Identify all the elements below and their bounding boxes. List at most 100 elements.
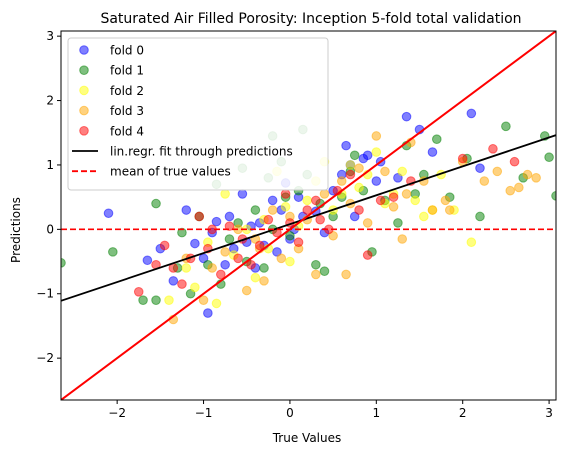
fold-2-point bbox=[181, 263, 192, 273]
fold-0-point bbox=[393, 173, 403, 183]
x-axis: −2 −1 0 1 2 3 bbox=[108, 400, 553, 420]
fold-0-point bbox=[103, 208, 114, 219]
y-axis-label: Predictions bbox=[9, 197, 23, 263]
fold-0-point bbox=[362, 150, 373, 161]
fold-1-point bbox=[138, 295, 148, 305]
legend-box bbox=[67, 37, 329, 191]
fold-2-point bbox=[354, 182, 364, 193]
fold-4-point bbox=[509, 156, 520, 167]
fold-1-point bbox=[501, 121, 511, 132]
fold-2-point bbox=[302, 195, 313, 206]
fold-0-point bbox=[427, 147, 438, 157]
fold-4-point bbox=[246, 259, 256, 270]
fold-2-point bbox=[371, 147, 382, 157]
legend: fold 0 fold 1 fold 2 fold 3 fold 4 lin.regr. … bbox=[67, 37, 329, 191]
x-tick-label: 3 bbox=[545, 406, 553, 420]
fold-3-point bbox=[371, 131, 382, 141]
fold-0-point bbox=[220, 259, 230, 270]
fold-3-point bbox=[220, 247, 230, 257]
x-tick-label: 0 bbox=[286, 406, 294, 420]
fold-3-point bbox=[341, 269, 351, 280]
fold-0-point bbox=[371, 176, 382, 186]
fold-4-point bbox=[375, 195, 386, 206]
y-tick-label: 2 bbox=[46, 94, 54, 108]
identity-line bbox=[61, 31, 556, 400]
fold-3-point bbox=[440, 195, 451, 206]
fold-1-point bbox=[544, 152, 554, 163]
fold-3-point bbox=[505, 185, 516, 196]
fold-4-point bbox=[293, 237, 304, 248]
legend-label: fold 3 bbox=[110, 104, 144, 118]
fold-0-point bbox=[349, 211, 360, 222]
fold-2-point bbox=[285, 256, 295, 267]
fold-1-point bbox=[319, 266, 330, 277]
fold-4-point bbox=[457, 153, 468, 164]
fold-1-point bbox=[224, 234, 235, 244]
fold-3-point bbox=[492, 166, 503, 177]
fold-0-point bbox=[341, 140, 351, 151]
fold-4-point bbox=[254, 240, 265, 251]
x-axis-label: True Values bbox=[272, 431, 342, 445]
fold-4-point bbox=[345, 169, 356, 180]
fold-4-point bbox=[315, 214, 325, 225]
fold-1-point bbox=[431, 134, 442, 144]
legend-label: fold 0 bbox=[110, 44, 144, 58]
fold-3-point bbox=[522, 169, 533, 180]
fold-4-point bbox=[488, 144, 498, 154]
fold-3-point bbox=[198, 295, 209, 305]
fold-1-point bbox=[177, 227, 187, 238]
y-tick-label: 0 bbox=[46, 222, 54, 236]
fold-1-point bbox=[349, 150, 360, 161]
fold-4-point bbox=[362, 250, 373, 260]
fold-0-point bbox=[237, 189, 248, 199]
fold-1-point bbox=[285, 230, 295, 241]
fold-0-point bbox=[401, 111, 412, 122]
fold-1-point bbox=[551, 191, 556, 201]
fold-0-point bbox=[181, 205, 192, 215]
fold-2-point bbox=[211, 298, 222, 309]
legend-label: fold 4 bbox=[110, 124, 144, 138]
fold-2-point bbox=[466, 237, 477, 248]
fold-1-point bbox=[393, 218, 403, 228]
fold-4-point bbox=[280, 189, 291, 199]
fold-4-point bbox=[133, 287, 144, 297]
y-tick-label: −1 bbox=[36, 287, 54, 301]
legend-label: fold 2 bbox=[110, 84, 144, 98]
fold-3-point bbox=[362, 218, 373, 228]
fold-2-point bbox=[419, 211, 429, 222]
x-tick-label: 1 bbox=[372, 406, 380, 420]
fold-1-point bbox=[151, 198, 161, 209]
fold-4-point bbox=[194, 211, 205, 222]
plot-area bbox=[61, 31, 556, 400]
fold-4-point bbox=[216, 269, 226, 280]
fold-3-point bbox=[276, 253, 287, 264]
fold-3-point bbox=[354, 163, 364, 173]
plot-frame bbox=[60, 30, 557, 401]
fold-3-point bbox=[336, 176, 347, 186]
fold-3-point bbox=[319, 189, 330, 199]
legend-marker bbox=[79, 65, 89, 75]
legend-marker bbox=[79, 45, 89, 55]
fold-3-point bbox=[388, 202, 399, 212]
fold-1-point bbox=[475, 211, 485, 222]
fold-0-point bbox=[272, 247, 282, 257]
legend-marker bbox=[79, 126, 89, 136]
fold-1-point bbox=[185, 288, 196, 299]
fold-3-point bbox=[241, 285, 252, 296]
y-tick-label: 3 bbox=[46, 29, 54, 43]
fold-0-point bbox=[466, 108, 477, 119]
fold-3-point bbox=[397, 234, 408, 244]
fold-1-point bbox=[108, 247, 118, 257]
fold-1-point bbox=[250, 205, 261, 215]
fold-4-point bbox=[388, 192, 399, 202]
fold-3-point bbox=[311, 269, 321, 280]
fold-2-point bbox=[190, 282, 200, 293]
fold-3-point bbox=[267, 205, 278, 215]
fold-3-point bbox=[259, 276, 269, 286]
y-axis: −2 −1 0 1 2 3 bbox=[36, 29, 61, 365]
fold-4-point bbox=[224, 221, 235, 231]
fold-3-point bbox=[531, 173, 541, 183]
fold-0-point bbox=[267, 195, 278, 206]
fold-3-point bbox=[401, 189, 412, 199]
fold-4-point bbox=[354, 205, 364, 215]
